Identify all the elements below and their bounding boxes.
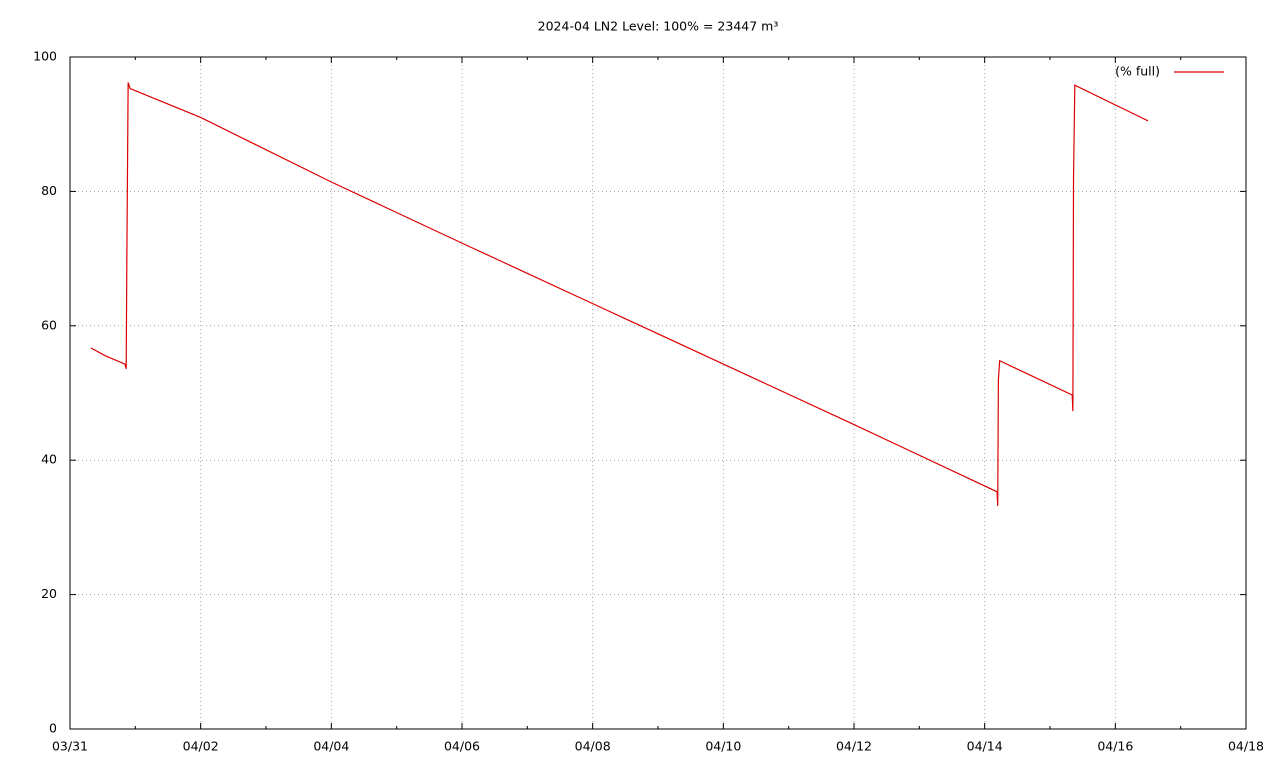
x-tick-label: 04/02 [183, 739, 219, 754]
x-tick-label: 04/06 [444, 739, 480, 754]
legend-label: (% full) [1115, 64, 1160, 79]
x-tick-label: 04/14 [967, 739, 1003, 754]
chart-title: 2024-04 LN2 Level: 100% = 23447 m³ [538, 19, 779, 34]
y-tick-label: 60 [41, 317, 57, 332]
x-tick-label: 04/12 [836, 739, 872, 754]
data-line [90, 82, 1149, 506]
y-tick-label: 80 [41, 183, 57, 198]
x-tick-label: 04/18 [1228, 739, 1264, 754]
x-tick-label: 03/31 [52, 739, 88, 754]
plot-border [69, 56, 1247, 730]
x-tick-label: 04/04 [313, 739, 349, 754]
y-tick-label: 0 [49, 721, 57, 736]
x-tick-label: 04/10 [705, 739, 741, 754]
y-tick-label: 40 [41, 452, 57, 467]
y-tick-label: 20 [41, 586, 57, 601]
x-tick-label: 04/16 [1097, 739, 1133, 754]
y-tick-label: 100 [33, 49, 57, 64]
x-tick-label: 04/08 [575, 739, 611, 754]
